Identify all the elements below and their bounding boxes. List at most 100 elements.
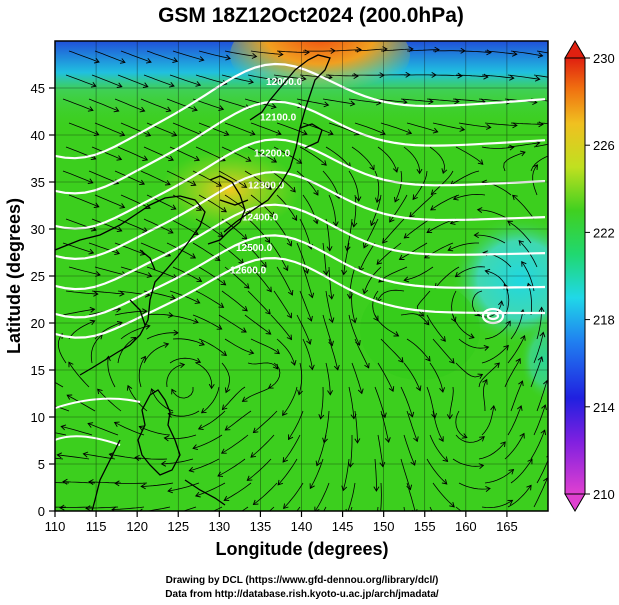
streamline [282, 386, 298, 416]
streamline-arrow [270, 103, 277, 110]
streamline [374, 458, 377, 491]
streamline [374, 170, 380, 203]
streamline [161, 458, 194, 465]
colorbar-tick-label: 214 [593, 400, 615, 415]
streamline [530, 430, 546, 460]
streamline [299, 218, 312, 250]
streamline-arrow [515, 358, 521, 364]
streamline [276, 50, 310, 53]
colorbar-tick-label: 230 [593, 51, 615, 66]
streamline [348, 98, 381, 104]
streamline-arrow [248, 78, 254, 85]
streamline-arrow [540, 429, 547, 436]
streamline-arrow [373, 486, 380, 492]
streamline [244, 170, 272, 190]
streamline-arrow [134, 454, 140, 461]
y-tick-label: 25 [31, 269, 45, 284]
streamline-arrow [447, 245, 454, 252]
streamline [107, 356, 116, 388]
streamline [90, 334, 103, 364]
streamline [253, 410, 278, 433]
streamline [247, 290, 271, 315]
streamline [380, 122, 412, 134]
streamline [218, 98, 250, 109]
colorbar-tick-label: 226 [593, 138, 615, 153]
streamline [55, 482, 70, 484]
streamline-arrow [384, 437, 391, 443]
streamline [484, 122, 517, 126]
streamline [112, 506, 145, 511]
streamline-arrow [468, 333, 475, 339]
streamline [400, 313, 430, 325]
streamline-arrow [221, 350, 227, 357]
streamline [55, 432, 67, 436]
streamline [276, 338, 296, 366]
streamline-arrow [220, 280, 227, 286]
streamline-arrow [430, 189, 437, 195]
streamline-arrow [484, 268, 491, 275]
streamline-arrow [37, 480, 41, 485]
y-axis-label: Latitude (degrees) [4, 198, 24, 354]
streamline [399, 242, 428, 260]
streamline-arrow [507, 499, 514, 506]
streamline-arrow [245, 156, 252, 162]
streamline [273, 146, 302, 164]
streamline [510, 458, 533, 484]
streamline-arrow [241, 182, 248, 188]
streamline [455, 434, 485, 443]
streamline [117, 74, 148, 88]
streamline-arrow [314, 506, 320, 511]
streamline-arrow [357, 388, 364, 395]
streamline [322, 98, 355, 105]
streamline [143, 343, 169, 364]
streamline-arrow [459, 126, 466, 132]
streamline-arrow [59, 504, 65, 511]
streamline [212, 506, 223, 511]
streamline [536, 459, 548, 484]
streamline-arrow [485, 485, 491, 492]
streamline-arrow [167, 412, 174, 418]
streamline-arrow [116, 226, 123, 233]
streamline-arrow [406, 129, 413, 135]
streamline-arrow [89, 319, 96, 326]
streamline [97, 388, 122, 412]
streamline [198, 50, 231, 59]
y-tick-label: 10 [31, 410, 45, 425]
streamline-arrow [509, 144, 515, 151]
streamline-arrow [163, 342, 170, 348]
streamline-arrow [328, 294, 335, 300]
streamline-arrow [323, 270, 329, 276]
streamline [114, 310, 147, 316]
streamlines [37, 46, 548, 511]
streamline-arrow [526, 484, 532, 491]
streamline [448, 242, 479, 251]
temperature-field [55, 41, 548, 511]
streamline-arrow [351, 317, 357, 324]
streamline-arrow [142, 82, 149, 88]
streamline [503, 151, 526, 172]
streamline [61, 426, 93, 436]
streamline [143, 74, 175, 87]
streamline [273, 74, 306, 80]
streamline [430, 74, 463, 77]
streamline [533, 332, 544, 364]
streamline [172, 194, 202, 211]
streamline [325, 218, 331, 251]
streamline [374, 98, 407, 103]
streamline [481, 499, 513, 509]
streamline [250, 338, 280, 354]
streamline-arrow [85, 505, 91, 511]
streamline [416, 290, 431, 317]
streamline [363, 266, 382, 294]
streamline-arrow [476, 207, 483, 213]
streamline [288, 410, 304, 440]
x-tick-label: 115 [86, 519, 107, 534]
streamline [221, 146, 251, 162]
streamline-arrow [321, 160, 327, 166]
streamline [224, 50, 257, 57]
streamline [481, 74, 514, 79]
streamline-arrow [87, 422, 94, 428]
streamline [181, 506, 197, 511]
streamline [536, 380, 548, 412]
streamline [169, 74, 201, 86]
